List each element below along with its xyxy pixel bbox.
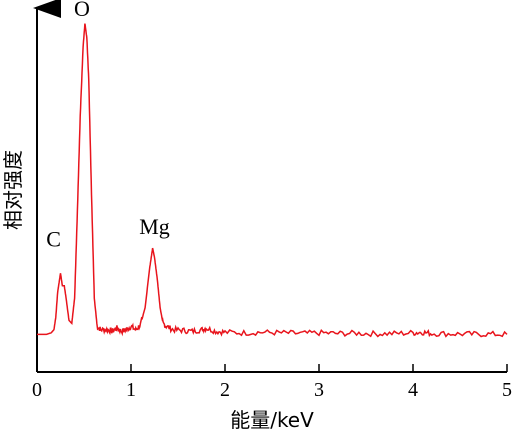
axes (33, 0, 507, 373)
x-tick-label-2: 2 (220, 379, 230, 401)
peak-label-mg: Mg (139, 214, 170, 239)
x-ticks (36, 364, 508, 372)
x-tick-label-0: 0 (32, 379, 42, 401)
x-tick-label-5: 5 (502, 379, 512, 401)
peak-label-c: C (46, 227, 61, 252)
x-tick-labels: 0 1 2 3 4 5 (32, 379, 512, 401)
x-tick-label-4: 4 (408, 379, 418, 401)
x-tick-label-3: 3 (314, 379, 324, 401)
peak-annotations: O C Mg (46, 0, 170, 252)
peak-label-o: O (74, 0, 90, 21)
x-tick-label-1: 1 (126, 379, 136, 401)
y-axis-title: 相对强度 (1, 150, 25, 230)
spectrum-line (37, 23, 508, 338)
x-axis-title: 能量/keV (230, 408, 314, 432)
